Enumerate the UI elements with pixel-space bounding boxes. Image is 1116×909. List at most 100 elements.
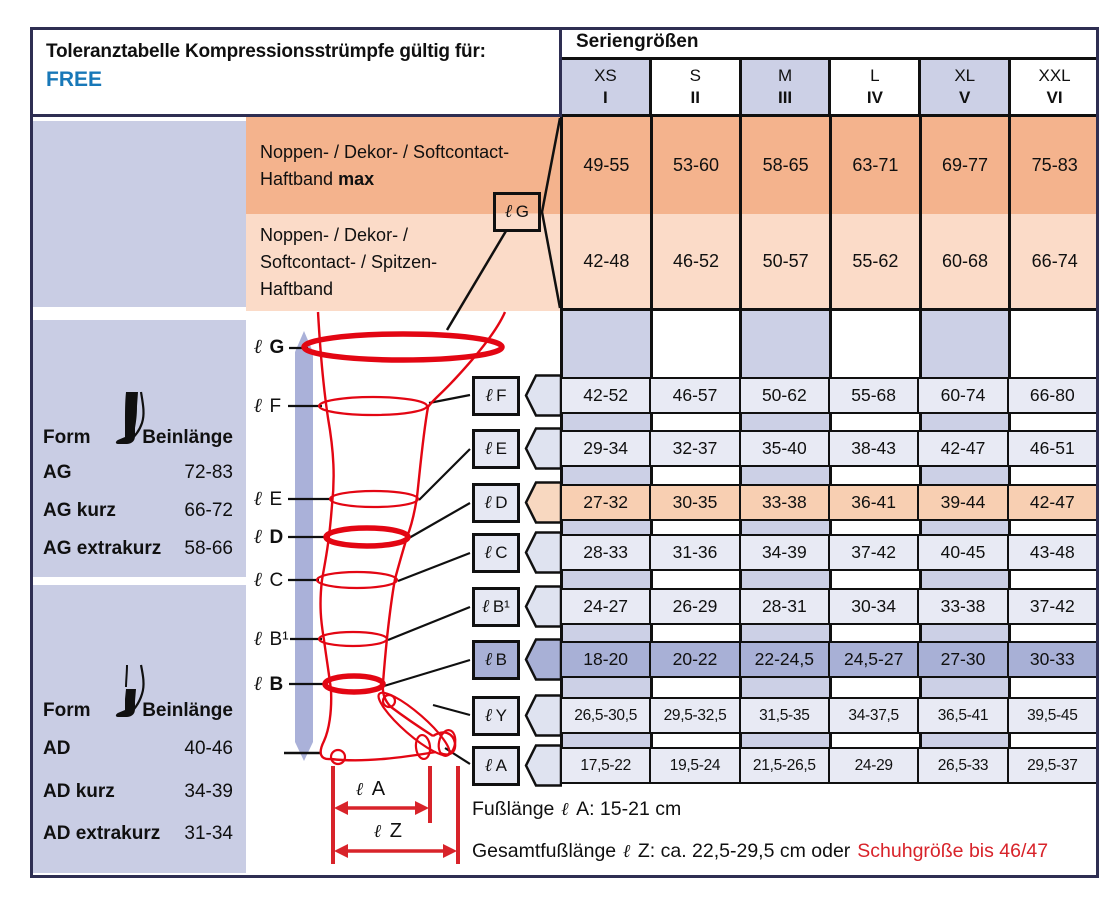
size-numeral: III (777, 88, 793, 107)
script-l: ℓ (484, 438, 493, 459)
size-numeral: II (690, 88, 700, 107)
form-type: AG kurz (43, 500, 116, 521)
cell: 46-51 (1029, 438, 1075, 458)
form-row-ag-extrakurz: AG extrakurz 58-66 (30, 538, 246, 560)
measure-letter: G (515, 202, 529, 221)
script-l: ℓ (254, 393, 263, 417)
cell: 42-47 (1029, 492, 1075, 512)
beinlaenge-label: Beinlänge (142, 427, 233, 448)
ring-a (414, 733, 432, 761)
cell: 26,5-30,5 (562, 699, 652, 732)
size-label: XS (594, 65, 617, 85)
form-type: AD (43, 738, 71, 759)
cell: 30-33 (1029, 649, 1075, 669)
cell: 27-30 (919, 643, 1009, 676)
cell: 69-77 (922, 117, 1012, 214)
brand-name: FREE (46, 68, 103, 91)
leg-label-d: ℓ D (254, 526, 283, 549)
measure-letter: F (496, 386, 507, 405)
col-header-s: S II (651, 60, 742, 114)
table-row-f: 42-52 46-57 50-62 55-68 60-74 66-80 (560, 377, 1098, 414)
leg-label-b: ℓ B (254, 673, 283, 696)
col-header-xxl: XXL VI (1011, 60, 1098, 114)
cell: 28-33 (562, 536, 652, 569)
cell: 28-31 (741, 590, 830, 623)
leg-label-c: ℓ C (254, 569, 283, 592)
size-numeral: V (959, 88, 971, 107)
size-numeral: IV (866, 88, 883, 107)
leg-letter: B¹ (269, 629, 289, 650)
cell: 34-39 (741, 536, 830, 569)
size-label: L (870, 65, 880, 85)
script-l: ℓ (484, 705, 493, 726)
form-row-ag: AG 72-83 (30, 462, 246, 484)
form-row-ad-extrakurz: AD extrakurz 31-34 (30, 823, 246, 845)
cell: 55-62 (832, 214, 922, 308)
row-chevron-b (524, 638, 562, 681)
size-numeral: VI (1046, 88, 1063, 107)
col-header-xl: XL V (921, 60, 1012, 114)
measure-letter: C (495, 543, 508, 562)
size-label: S (689, 65, 701, 85)
measure-letter: D (495, 493, 508, 512)
cell: 40-45 (919, 536, 1009, 569)
cell: 42-48 (563, 214, 653, 308)
size-label: XL (954, 65, 976, 85)
script-l: ℓ (254, 626, 263, 650)
cell: 46-57 (651, 379, 741, 412)
footnote-text: Fußlänge (472, 798, 555, 820)
row-chevron-c (524, 531, 562, 574)
row-chevron-d (524, 481, 562, 524)
script-l: ℓ (484, 755, 493, 776)
form-range: 40-46 (184, 738, 233, 759)
footnote-fusslaenge: Fußlänge ℓ A: 15-21 cm (472, 798, 681, 821)
cell: 42-47 (919, 432, 1009, 465)
cell: 60-74 (919, 379, 1009, 412)
table-row-b1: 24-27 26-29 28-31 30-34 33-38 37-42 (560, 588, 1098, 625)
script-l: ℓ (254, 671, 263, 695)
table-row-y: 26,5-30,5 29,5-32,5 31,5-35 34-37,5 36,5… (560, 697, 1098, 734)
col-header-l: L IV (831, 60, 922, 114)
cell: 60-68 (922, 214, 1012, 308)
script-l: ℓ (505, 201, 513, 222)
script-l: ℓ (254, 334, 263, 358)
leg-letter: G (269, 337, 285, 358)
row-chevron-f (524, 374, 562, 417)
cell: 35-40 (741, 432, 830, 465)
script-l: ℓ (484, 542, 493, 563)
measure-letter: A (371, 778, 386, 800)
cell: 33-38 (741, 486, 830, 519)
leg-letter: E (269, 489, 283, 510)
cell: 50-62 (741, 379, 830, 412)
ring-g (301, 331, 505, 363)
leg-label-f: ℓ F (254, 395, 281, 418)
page-title: Toleranztabelle Kompressionsstrümpfe gül… (46, 41, 486, 62)
table-row-e: 29-34 32-37 35-40 38-43 42-47 46-51 (560, 430, 1098, 467)
series-header-label: Seriengrößen (576, 31, 699, 52)
cell: 26-29 (651, 590, 741, 623)
foot-measure-marks (331, 766, 460, 864)
ring-y (377, 691, 451, 757)
measure-box-e: ℓ E (472, 429, 520, 469)
cell: 33-38 (919, 590, 1009, 623)
cell: 18-20 (562, 643, 652, 676)
footnote-red-text: Schuhgröße bis 46/47 (857, 840, 1049, 862)
cell: 37-42 (1029, 596, 1075, 616)
cell: 36-41 (830, 486, 920, 519)
haftband-values: 42-48 46-52 50-57 55-62 60-68 66-74 (560, 214, 1098, 311)
script-l: ℓ (561, 799, 570, 820)
cell: 32-37 (651, 432, 741, 465)
form-header-ag: Form Beinlänge (30, 425, 246, 449)
measure-letter: Z (389, 820, 402, 842)
table-row-d: 27-32 30-35 33-38 36-41 39-44 42-47 (560, 484, 1098, 521)
cell: 20-22 (651, 643, 741, 676)
measure-box-f: ℓ F (472, 376, 520, 416)
cell: 42-52 (562, 379, 652, 412)
script-l: ℓ (482, 596, 490, 617)
cell: 31,5-35 (741, 699, 830, 732)
row-chevron-y (524, 694, 562, 737)
leg-label-b1: ℓ B¹ (254, 628, 289, 651)
size-numeral: I (603, 88, 608, 107)
form-type: AD kurz (43, 781, 115, 802)
script-l: ℓ (356, 779, 364, 800)
